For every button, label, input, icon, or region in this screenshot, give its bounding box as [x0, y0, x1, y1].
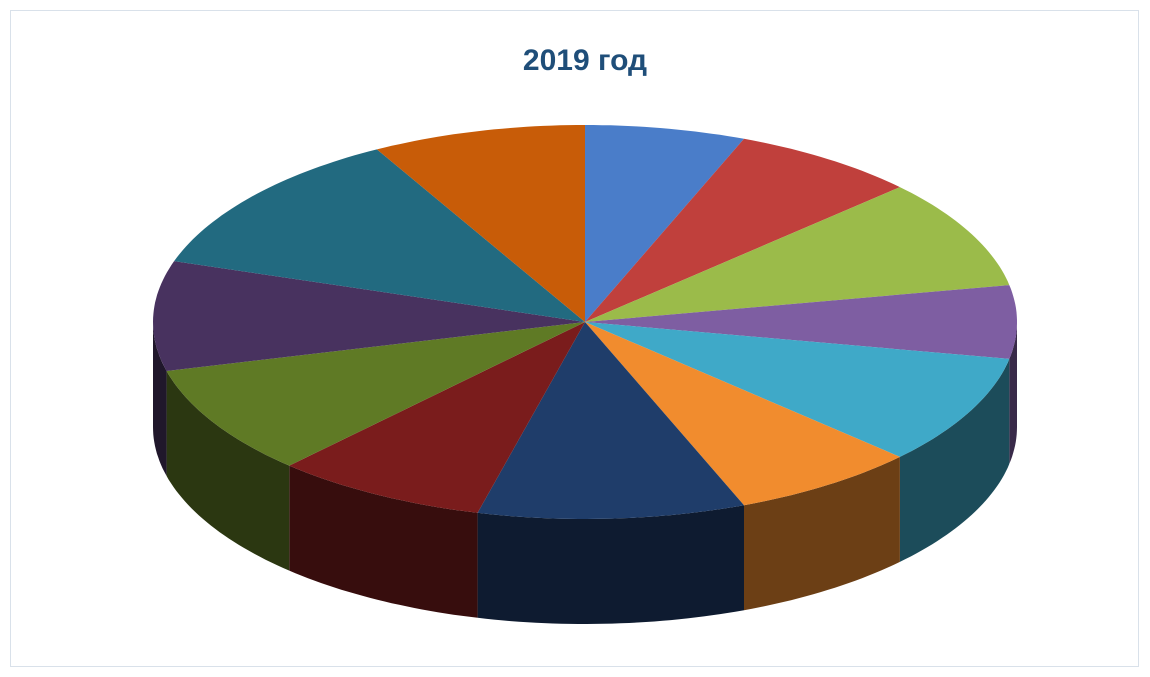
pie-tops	[153, 125, 1017, 519]
pie-slice	[585, 187, 1010, 322]
pie-slice-side	[153, 322, 167, 476]
pie-slice	[289, 322, 585, 513]
pie-slice-side	[477, 505, 744, 624]
pie-slice-side	[1009, 322, 1017, 464]
pie-slice-side	[899, 358, 1010, 562]
pie-slice	[585, 322, 1010, 457]
pie-slice	[477, 322, 744, 519]
pie-slice	[376, 125, 585, 322]
pie-slice	[585, 125, 744, 322]
pie-slice-side	[166, 371, 290, 571]
pie-slice	[585, 138, 900, 322]
pie-slice-side	[289, 465, 478, 618]
pie-slice	[174, 149, 585, 322]
chart-title: 2019 год	[523, 44, 647, 77]
pie-slice-side	[744, 456, 900, 611]
pie-slice	[585, 285, 1017, 359]
pie-slice	[166, 322, 585, 466]
pie-sides	[153, 322, 1017, 624]
pie-slice	[585, 322, 900, 506]
pie-slice	[153, 261, 585, 371]
pie	[153, 125, 1017, 624]
